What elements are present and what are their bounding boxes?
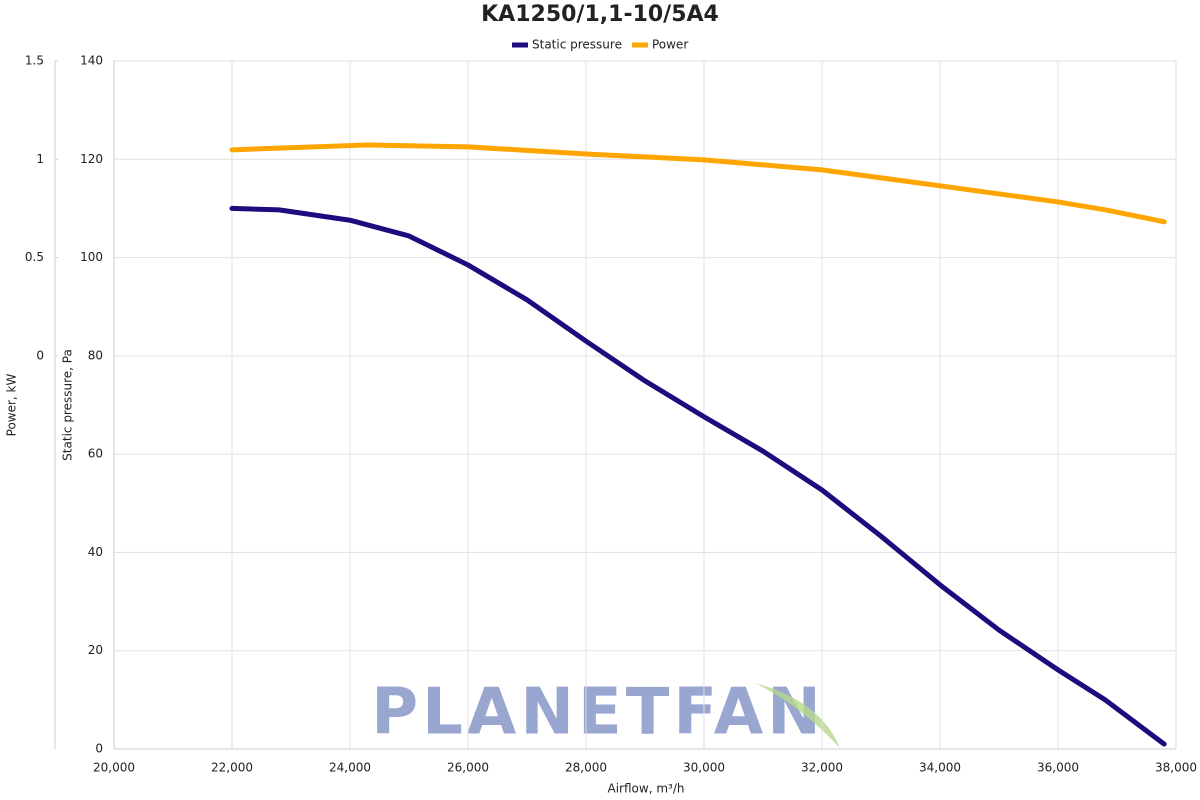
y-tick-label: 20 — [88, 643, 103, 657]
x-tick-label: 20,000 — [93, 761, 135, 775]
y-tick-label: 60 — [88, 447, 103, 461]
x-tick-label: 30,000 — [683, 761, 725, 775]
y-axis-title: Static pressure, Pa — [61, 349, 75, 461]
x-tick-label: 32,000 — [801, 761, 843, 775]
y-tick-label: 80 — [88, 348, 103, 362]
x-tick-label: 24,000 — [329, 761, 371, 775]
x-tick-label: 28,000 — [565, 761, 607, 775]
chart-title: KA1250/1,1-10/5A4 — [481, 2, 719, 27]
y2-tick-label: 0 — [36, 348, 44, 362]
y-tick-label: 100 — [80, 250, 103, 264]
series-line — [229, 142, 1167, 225]
x-axis-title: Airflow, m³/h — [608, 782, 685, 796]
legend-label: Static pressure — [532, 38, 622, 52]
y2-tick-label: 1 — [36, 152, 44, 166]
plot-layer: 20,000 22,000 24,000 26,000 28,000 30,000 32,0… — [25, 38, 1197, 775]
legend-label: Power — [652, 38, 688, 52]
series-line — [229, 205, 1167, 747]
y2-tick-label: 0.5 — [25, 250, 44, 264]
y2-axis-title: Power, kW — [5, 374, 19, 437]
watermark: PLANETFAN — [371, 676, 825, 750]
y-tick-label: 140 — [80, 54, 103, 68]
x-tick-label: 38,000 — [1155, 761, 1197, 775]
x-tick-label: 22,000 — [211, 761, 253, 775]
x-tick-label: 36,000 — [1037, 761, 1079, 775]
y-tick-label: 40 — [88, 545, 103, 559]
y-tick-label: 120 — [80, 152, 103, 166]
x-tick-label: 34,000 — [919, 761, 961, 775]
y-tick-label: 0 — [95, 742, 103, 756]
y2-tick-label: 1.5 — [25, 54, 44, 68]
x-tick-label: 26,000 — [447, 761, 489, 775]
